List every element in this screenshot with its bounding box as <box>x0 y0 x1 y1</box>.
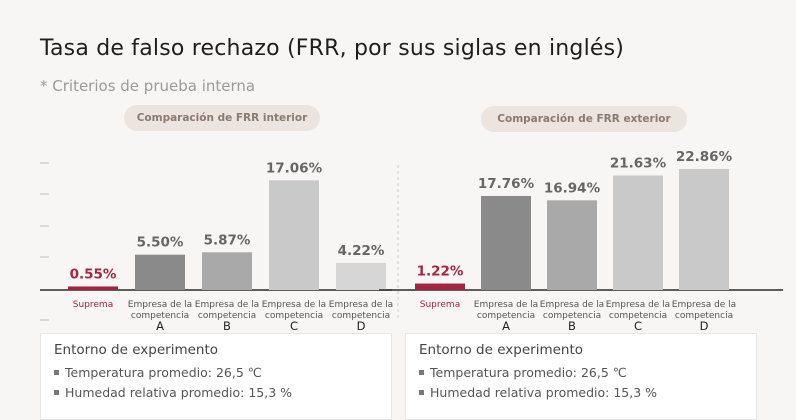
category-label: D <box>700 319 709 333</box>
bar-indoor-0 <box>68 286 118 290</box>
bar-outdoor-1 <box>481 195 531 290</box>
category-label: B <box>223 319 231 333</box>
category-label: A <box>156 319 164 333</box>
environment-humidity: Humedad relativa promedio: 15,3 % <box>419 385 756 400</box>
bar-indoor-2 <box>202 252 252 290</box>
value-label: 5.50% <box>137 235 184 251</box>
value-label: 0.55% <box>70 266 117 282</box>
value-label: 1.22% <box>417 264 464 280</box>
environment-humidity: Humedad relativa promedio: 15,3 % <box>54 385 391 400</box>
category-label: competencia <box>675 311 733 321</box>
category-label: C <box>290 319 298 333</box>
environment-box-indoor: Entorno de experimento Temperatura prome… <box>40 333 392 420</box>
category-label: competencia <box>543 311 601 321</box>
category-label: Empresa de la <box>606 300 670 310</box>
indoor-comparison-label: Comparación de FRR interior <box>124 105 320 131</box>
category-label: D <box>357 319 366 333</box>
bullet-icon <box>54 390 59 395</box>
bar-outdoor-0 <box>415 283 465 290</box>
value-label: 21.63% <box>610 155 667 171</box>
value-label: 16.94% <box>544 180 601 196</box>
environment-title: Entorno de experimento <box>54 342 219 358</box>
category-label: Suprema <box>73 300 113 310</box>
value-label: 22.86% <box>676 149 733 165</box>
bullet-icon <box>419 370 424 375</box>
category-label: Empresa de la <box>672 300 736 310</box>
bullet-icon <box>419 390 424 395</box>
category-label: Empresa de la <box>474 300 538 310</box>
value-label: 4.22% <box>338 243 385 259</box>
bar-indoor-1 <box>135 254 185 290</box>
environment-temperature: Temperatura promedio: 26,5 ℃ <box>419 365 756 380</box>
bar-indoor-4 <box>336 262 386 290</box>
bullet-icon <box>54 370 59 375</box>
category-label: Empresa de la <box>329 300 393 310</box>
environment-title: Entorno de experimento <box>419 342 584 358</box>
category-label: competencia <box>332 311 390 321</box>
chart-title: Tasa de falso rechazo (FRR, por sus sigl… <box>40 36 625 61</box>
category-label: Empresa de la <box>128 300 192 310</box>
category-label: competencia <box>477 311 535 321</box>
category-label: competencia <box>609 311 667 321</box>
bar-outdoor-3 <box>613 175 663 290</box>
outdoor-comparison-label: Comparación de FRR exterior <box>481 106 687 132</box>
bar-indoor-3 <box>269 180 319 290</box>
category-label: Suprema <box>420 300 460 310</box>
category-label: competencia <box>131 311 189 321</box>
chart-subtitle: * Criterios de prueba interna <box>40 77 256 95</box>
category-label: Empresa de la <box>262 300 326 310</box>
bar-outdoor-4 <box>679 168 729 290</box>
value-label: 5.87% <box>204 232 251 248</box>
category-label: competencia <box>198 311 256 321</box>
environment-box-outdoor: Entorno de experimento Temperatura prome… <box>405 333 757 420</box>
bar-outdoor-2 <box>547 200 597 290</box>
category-label: Empresa de la <box>540 300 604 310</box>
category-label: A <box>502 319 510 333</box>
category-label: C <box>634 319 642 333</box>
value-label: 17.76% <box>478 176 535 192</box>
category-label: Empresa de la <box>195 300 259 310</box>
value-label: 17.06% <box>266 160 323 176</box>
category-label: competencia <box>265 311 323 321</box>
category-label: B <box>568 319 576 333</box>
environment-temperature: Temperatura promedio: 26,5 ℃ <box>54 365 391 380</box>
